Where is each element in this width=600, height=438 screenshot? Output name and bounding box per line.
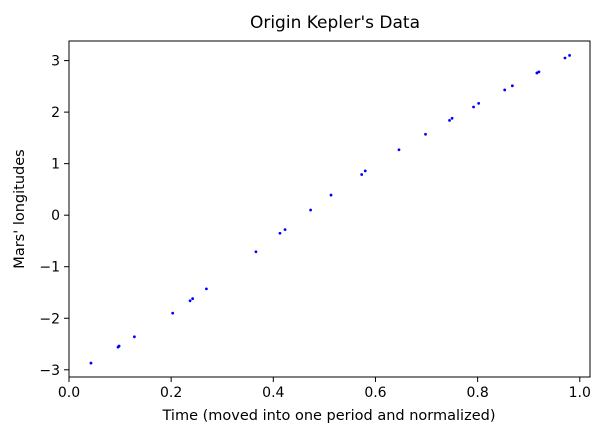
data-point	[424, 132, 427, 136]
data-point	[171, 311, 175, 315]
data-point	[450, 116, 454, 120]
y-tick-label: −2	[39, 311, 60, 327]
x-tick-label: 0.8	[466, 385, 488, 401]
data-point	[397, 148, 401, 152]
data-point	[205, 287, 208, 291]
data-point	[278, 231, 282, 235]
data-point	[503, 88, 507, 92]
data-point	[510, 84, 514, 88]
x-tick-label: 0.4	[262, 385, 284, 401]
x-tick-label: 0.2	[160, 385, 182, 401]
data-point	[254, 250, 258, 254]
data-point	[191, 297, 195, 301]
data-point	[363, 169, 367, 173]
data-point	[568, 54, 571, 57]
x-axis-label: Time (moved into one period and normaliz…	[162, 408, 496, 424]
y-tick-label: 3	[51, 54, 60, 70]
data-point	[283, 228, 287, 232]
y-axis-label: Mars' longitudes	[12, 149, 28, 268]
data-point	[448, 118, 451, 122]
data-points	[89, 54, 571, 365]
data-point	[537, 70, 541, 74]
data-point	[360, 173, 364, 176]
data-point	[309, 208, 313, 212]
data-point	[329, 193, 333, 197]
y-tick-label: −1	[39, 260, 60, 276]
x-tick-label: 1.0	[569, 385, 591, 401]
x-axis-ticks: 0.0 0.2 0.4 0.6 0.8 1.0	[58, 377, 591, 401]
chart-title: Origin Kepler's Data	[250, 13, 420, 33]
data-point	[563, 56, 567, 60]
data-point	[477, 101, 481, 105]
y-tick-label: 2	[51, 105, 60, 121]
y-tick-label: 1	[51, 157, 60, 173]
data-point	[117, 344, 121, 348]
x-tick-label: 0.0	[58, 385, 80, 401]
y-tick-label: −3	[39, 363, 60, 379]
data-point	[132, 335, 136, 339]
data-point	[89, 361, 93, 365]
data-point	[188, 299, 192, 303]
x-tick-label: 0.6	[364, 385, 386, 401]
plot-frame	[68, 40, 591, 378]
y-axis-ticks: −3 −2 −1 0 1 2 3	[39, 54, 69, 379]
y-tick-label: 0	[51, 208, 60, 224]
data-point	[472, 105, 475, 109]
